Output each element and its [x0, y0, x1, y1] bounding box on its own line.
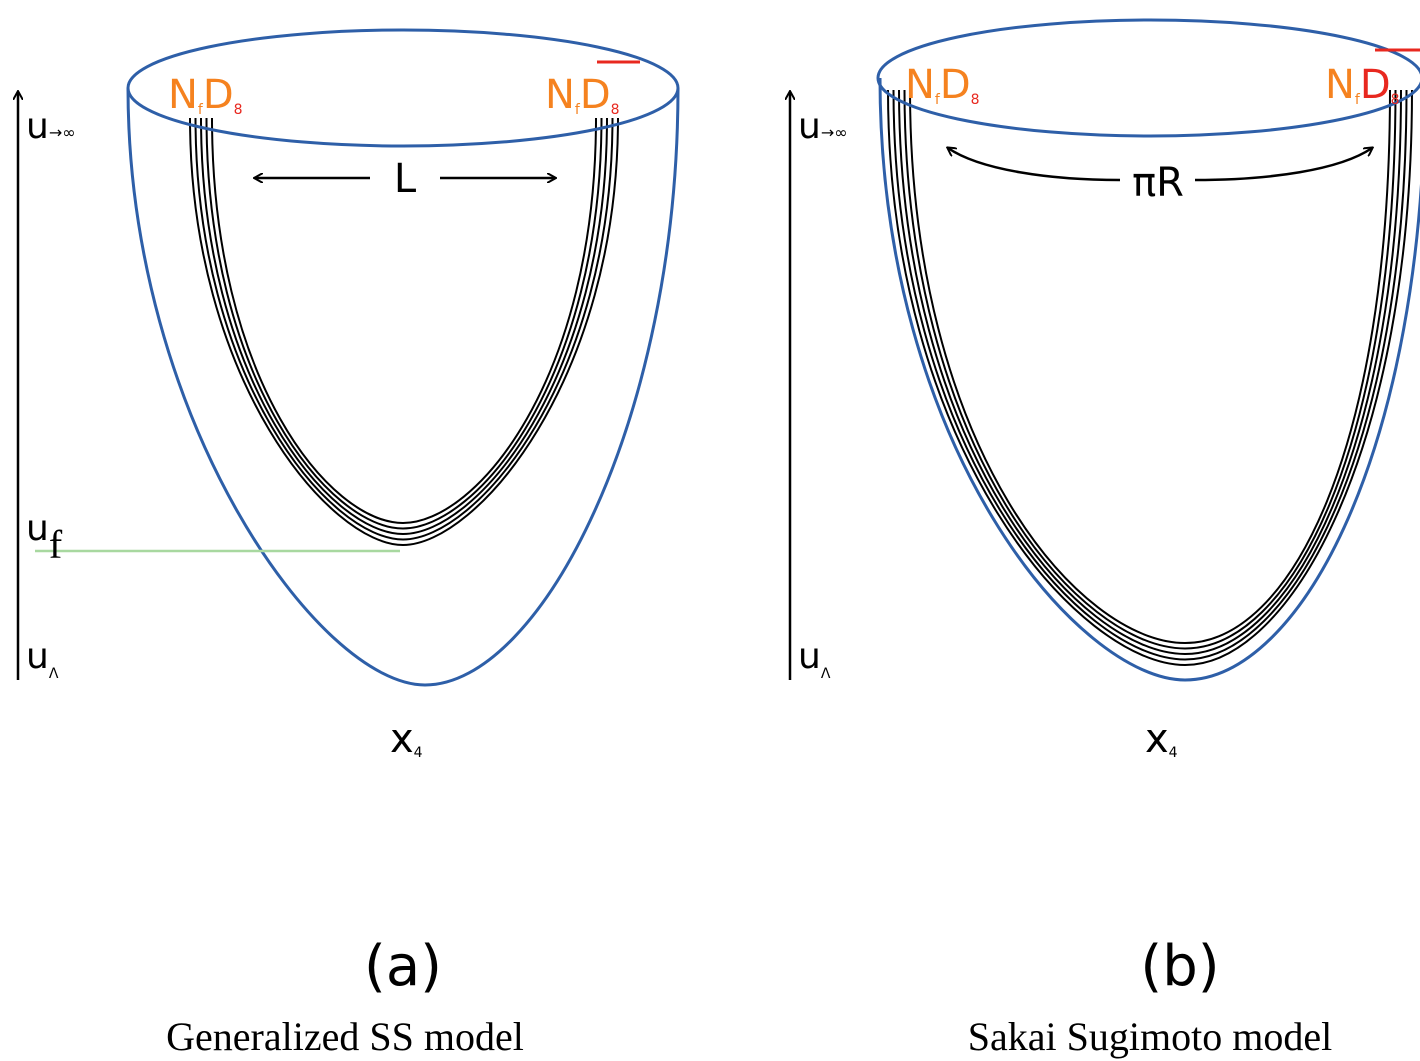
brane-label: NfD8	[1325, 62, 1400, 108]
brane-label: NfD8	[545, 72, 620, 118]
axis-top: u→∞	[798, 106, 848, 147]
axis-bottom: uΛ	[26, 636, 59, 682]
separation: L	[394, 156, 417, 202]
diagram: u→∞ uf uΛ x4 NfD8 NfD8 L (a) Generalized…	[0, 0, 1420, 1061]
x-axis: x4	[1145, 716, 1178, 762]
caption: Sakai Sugimoto model	[968, 1014, 1332, 1059]
brane-label: NfD8	[168, 72, 243, 118]
x-axis: x4	[390, 716, 423, 762]
axis-top: u→∞	[26, 106, 76, 147]
panel-label: (b)	[1140, 934, 1219, 999]
panel-label: (a)	[364, 934, 442, 999]
brane-label: NfD8	[905, 62, 980, 108]
arrow	[1195, 148, 1372, 180]
axis-middle: uf	[26, 508, 63, 567]
page: {"panels": [ {"label": "(a)", "caption":…	[0, 0, 1420, 1061]
axis-bottom: uΛ	[798, 636, 831, 682]
separation: πR	[1132, 160, 1184, 206]
arrow	[948, 148, 1120, 180]
caption: Generalized SS model	[166, 1014, 524, 1059]
d8-branes	[190, 90, 1412, 665]
